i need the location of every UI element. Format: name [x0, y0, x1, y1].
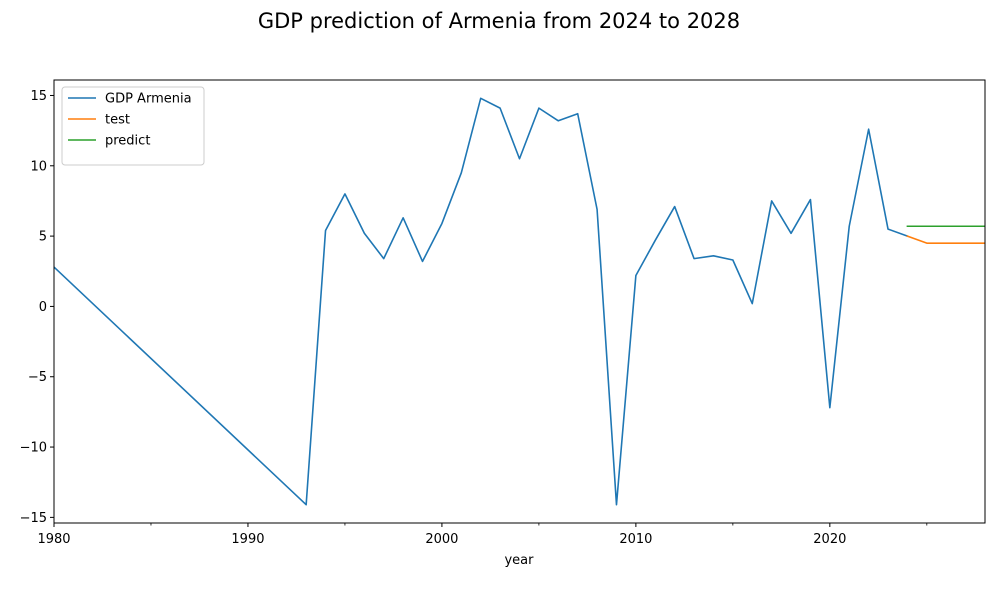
x-tick-label: 2020 [813, 532, 846, 547]
x-tick-label: 2010 [619, 532, 652, 547]
x-tick-label: 2000 [425, 532, 458, 547]
y-tick-label: −10 [20, 441, 47, 456]
x-tick-label: 1980 [37, 532, 70, 547]
series-line-test [906, 235, 985, 244]
series-line-gdp-armenia [54, 97, 909, 506]
legend-box [61, 86, 205, 166]
y-tick-label: 15 [30, 89, 47, 104]
legend-label: GDP Armenia [105, 92, 192, 107]
x-axis-label: year [504, 553, 534, 568]
y-tick-label: 0 [39, 300, 47, 315]
y-tick-label: 5 [39, 230, 47, 245]
plot-area [53, 79, 986, 524]
y-tick-label: −15 [20, 511, 47, 526]
legend-label: predict [105, 134, 150, 149]
legend: GDP Armenia test predict [61, 86, 205, 166]
x-tick-label: 1990 [231, 532, 264, 547]
legend-label: test [105, 113, 130, 128]
y-tick-label: 10 [30, 159, 47, 174]
chart-title: GDP prediction of Armenia from 2024 to 2… [258, 9, 740, 33]
y-tick-label: −5 [28, 370, 47, 385]
